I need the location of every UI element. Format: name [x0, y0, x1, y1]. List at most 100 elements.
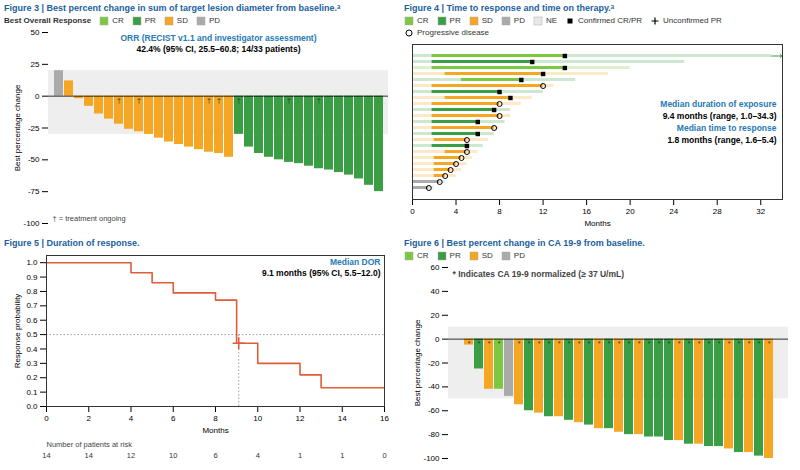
svg-text:42.4% (95% CI, 25.5–60.8; 14/3: 42.4% (95% CI, 25.5–60.8; 14/33 patients…	[137, 44, 301, 54]
svg-text:-50: -50	[28, 155, 40, 164]
svg-text:*: *	[728, 340, 731, 347]
svg-text:20: 20	[626, 207, 635, 216]
svg-text:*: *	[488, 340, 491, 347]
svg-text:Median DOR: Median DOR	[330, 257, 381, 267]
svg-text:0: 0	[35, 92, 40, 101]
svg-text:*: *	[538, 340, 541, 347]
svg-text:0.8: 0.8	[26, 287, 38, 296]
svg-text:0.5: 0.5	[26, 330, 38, 339]
svg-text:*: *	[628, 340, 631, 347]
svg-text:0.7: 0.7	[26, 301, 38, 310]
svg-text:*: *	[598, 340, 601, 347]
svg-text:1: 1	[340, 451, 344, 460]
svg-text:*: *	[688, 340, 691, 347]
svg-text:*: *	[548, 340, 551, 347]
svg-text:*: *	[738, 340, 741, 347]
svg-text:Best percentage change: Best percentage change	[413, 319, 422, 406]
svg-text:*: *	[478, 340, 481, 347]
svg-text:16: 16	[582, 207, 591, 216]
svg-text:60: 60	[431, 263, 440, 272]
svg-text:-25: -25	[28, 124, 40, 133]
svg-text:*: *	[518, 340, 521, 347]
svg-text:*: *	[528, 340, 531, 347]
svg-text:1.0: 1.0	[26, 258, 38, 267]
svg-text:9.4 months (range, 1.0–34.3): 9.4 months (range, 1.0–34.3)	[663, 111, 777, 121]
svg-text:12: 12	[539, 207, 548, 216]
svg-text:6: 6	[171, 414, 176, 423]
svg-text:0.0: 0.0	[26, 402, 38, 411]
svg-text:0: 0	[410, 207, 415, 216]
svg-text:*: *	[648, 340, 651, 347]
svg-text:1.8 months (range, 1.6–5.4): 1.8 months (range, 1.6–5.4)	[667, 135, 776, 145]
svg-text:28: 28	[713, 207, 722, 216]
svg-text:-75: -75	[28, 187, 40, 196]
svg-text:25: 25	[31, 60, 40, 69]
svg-text:*: *	[698, 340, 701, 347]
svg-text:†: †	[117, 97, 121, 104]
svg-text:*: *	[608, 340, 611, 347]
svg-text:14: 14	[85, 451, 93, 460]
svg-text:*: *	[718, 340, 721, 347]
svg-text:-40: -40	[428, 382, 440, 391]
svg-text:8: 8	[497, 207, 502, 216]
svg-text:†: †	[237, 97, 241, 104]
svg-text:*: *	[758, 340, 761, 347]
svg-text:ORR (RECIST v1.1 and investiga: ORR (RECIST v1.1 and investigator assess…	[120, 33, 316, 43]
svg-text:0.9: 0.9	[26, 273, 38, 282]
svg-text:14: 14	[338, 414, 347, 423]
svg-text:0.3: 0.3	[26, 359, 38, 368]
svg-text:*: *	[658, 340, 661, 347]
svg-text:6: 6	[213, 451, 217, 460]
svg-text:*: *	[668, 340, 671, 347]
svg-text:14: 14	[42, 451, 50, 460]
svg-text:1: 1	[298, 451, 302, 460]
svg-text:*: *	[568, 340, 571, 347]
svg-text:0: 0	[44, 414, 49, 423]
svg-text:*: *	[498, 340, 501, 347]
svg-text:-60: -60	[428, 406, 440, 415]
svg-text:0.4: 0.4	[26, 345, 38, 354]
svg-text:-20: -20	[428, 359, 440, 368]
svg-text:40: 40	[431, 287, 440, 296]
svg-text:0: 0	[382, 451, 386, 460]
svg-text:*: *	[768, 340, 771, 347]
svg-text:0.1: 0.1	[26, 388, 38, 397]
svg-text:Median duration of exposure: Median duration of exposure	[660, 99, 776, 109]
svg-text:32: 32	[756, 207, 765, 216]
svg-text:Response probability: Response probability	[13, 294, 22, 369]
svg-text:10: 10	[253, 414, 262, 423]
svg-text:50: 50	[31, 28, 40, 37]
svg-text:*: *	[708, 340, 711, 347]
svg-text:24: 24	[669, 207, 678, 216]
svg-text:0.6: 0.6	[26, 316, 38, 325]
svg-text:†: †	[217, 97, 221, 104]
svg-text:-100: -100	[423, 454, 440, 463]
svg-text:†: †	[287, 97, 291, 104]
svg-text:16: 16	[380, 414, 389, 423]
svg-text:Months: Months	[584, 219, 610, 228]
svg-text:20: 20	[431, 311, 440, 320]
svg-text:*: *	[748, 340, 751, 347]
svg-text:4: 4	[454, 207, 459, 216]
svg-text:0.2: 0.2	[26, 373, 38, 382]
svg-text:†: †	[207, 97, 211, 104]
svg-text:Best percentage change: Best percentage change	[13, 84, 22, 171]
svg-text:2: 2	[87, 414, 92, 423]
svg-text:*: *	[578, 340, 581, 347]
svg-text:†: †	[317, 97, 321, 104]
svg-text:*: *	[588, 340, 591, 347]
svg-text:† = treatment ongoing: † = treatment ongoing	[53, 214, 126, 223]
svg-text:†: †	[137, 97, 141, 104]
svg-text:*: *	[468, 340, 471, 347]
svg-text:12: 12	[296, 414, 305, 423]
svg-text:*: *	[558, 340, 561, 347]
svg-text:*: *	[618, 340, 621, 347]
svg-text:0: 0	[435, 335, 440, 344]
svg-text:9.1 months (95% CI, 5.5–12.0): 9.1 months (95% CI, 5.5–12.0)	[262, 268, 381, 278]
svg-text:*: *	[678, 340, 681, 347]
svg-text:8: 8	[213, 414, 218, 423]
svg-text:Median time to response: Median time to response	[677, 123, 777, 133]
svg-text:10: 10	[169, 451, 177, 460]
svg-text:*: *	[638, 340, 641, 347]
svg-text:* Indicates CA 19-9 normalized: * Indicates CA 19-9 normalized (≥ 37 U/m…	[453, 269, 625, 279]
